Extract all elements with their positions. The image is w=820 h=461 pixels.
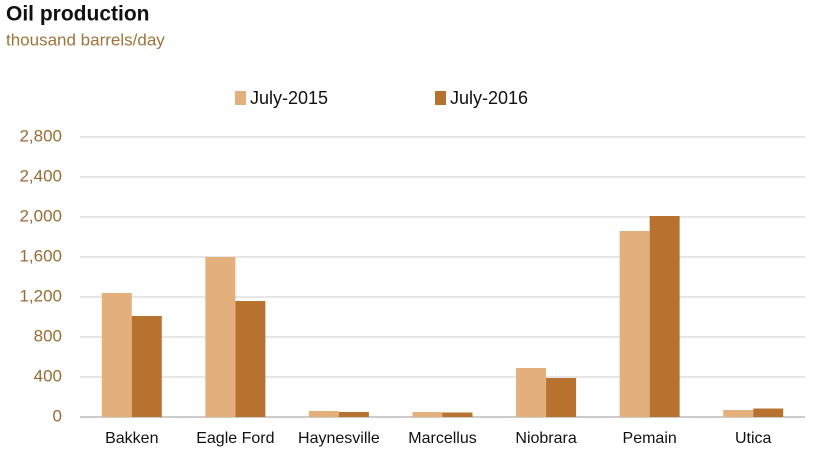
bar — [308, 411, 339, 417]
x-tick-label: Utica — [735, 430, 772, 447]
x-tick-label: Marcellus — [408, 430, 476, 447]
bar — [753, 408, 784, 417]
bar — [101, 293, 132, 417]
bar — [131, 316, 162, 417]
legend-swatch — [435, 91, 446, 105]
chart-subtitle: thousand barrels/day — [6, 30, 165, 49]
x-tick-label: Eagle Ford — [196, 430, 274, 447]
y-tick-label: 2,000 — [19, 206, 62, 225]
legend-label: July-2015 — [250, 88, 328, 108]
y-tick-label: 0 — [53, 406, 62, 425]
bar — [442, 412, 473, 417]
bar — [338, 412, 369, 417]
y-tick-label: 1,200 — [19, 286, 62, 305]
bar — [619, 231, 650, 417]
x-tick-label: Haynesville — [298, 430, 380, 447]
y-tick-label: 2,400 — [19, 166, 62, 185]
bar — [649, 216, 680, 417]
bar — [235, 301, 266, 417]
bar — [412, 412, 443, 417]
y-tick-label: 800 — [34, 326, 62, 345]
y-tick-label: 400 — [34, 366, 62, 385]
bar — [516, 368, 547, 417]
x-tick-label: Pemain — [623, 430, 677, 447]
legend-swatch — [235, 91, 246, 105]
x-tick-label: Niobrara — [515, 430, 576, 447]
x-tick-label: Bakken — [105, 430, 158, 447]
bar — [546, 378, 577, 417]
bar — [205, 257, 236, 417]
y-tick-label: 1,600 — [19, 246, 62, 265]
chart-title: Oil production — [6, 3, 149, 26]
bar — [723, 410, 754, 417]
y-tick-label: 2,800 — [19, 126, 62, 145]
legend-label: July-2016 — [450, 88, 528, 108]
